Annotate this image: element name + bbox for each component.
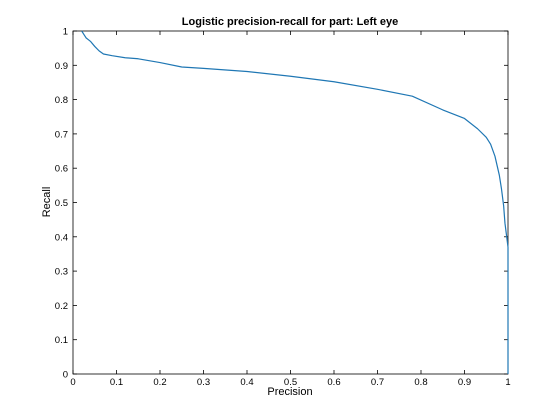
axis-tick-labels: 0 0.1 0.2 0.3 0.4 0.5 0.6 0.7 0.8 0.9 1 0 0.1 0.2 0.3 0… — [55, 27, 511, 389]
x-tick-label: 0.8 — [414, 377, 427, 388]
y-tick-label: 1 — [63, 27, 68, 38]
y-tick-label: 0.1 — [55, 335, 68, 346]
x-tick-label: 0.2 — [153, 377, 166, 388]
x-tick-label: 1 — [505, 377, 510, 388]
x-tick-label: 0.7 — [371, 377, 384, 388]
series-line — [81, 30, 509, 374]
x-tick-label: 0.9 — [458, 377, 471, 388]
x-tick-label: 0.4 — [240, 377, 253, 388]
x-axis-label: Precision — [267, 386, 312, 398]
x-tick-label: 0.1 — [110, 377, 123, 388]
x-tick-label: 0.5 — [284, 377, 297, 388]
y-tick-label: 0.5 — [55, 198, 68, 209]
y-axis-label: Recall — [41, 187, 53, 218]
y-tick-label: 0.3 — [55, 267, 68, 278]
series-layer — [81, 30, 509, 374]
x-tick-label: 0 — [70, 377, 75, 388]
y-tick-label: 0.6 — [55, 164, 68, 175]
y-tick-label: 0.7 — [55, 129, 68, 140]
y-tick-label: 0.4 — [55, 232, 68, 243]
plot-area — [72, 30, 509, 375]
axis-ticks — [72, 30, 509, 375]
x-tick-label: 0.3 — [197, 377, 210, 388]
y-tick-label: 0.2 — [55, 301, 68, 312]
y-tick-label: 0 — [63, 370, 68, 381]
y-tick-label: 0.9 — [55, 61, 68, 72]
chart-title: Logistic precision-recall for part: Left… — [182, 16, 398, 28]
y-tick-label: 0.8 — [55, 95, 68, 106]
x-tick-label: 0.6 — [327, 377, 340, 388]
